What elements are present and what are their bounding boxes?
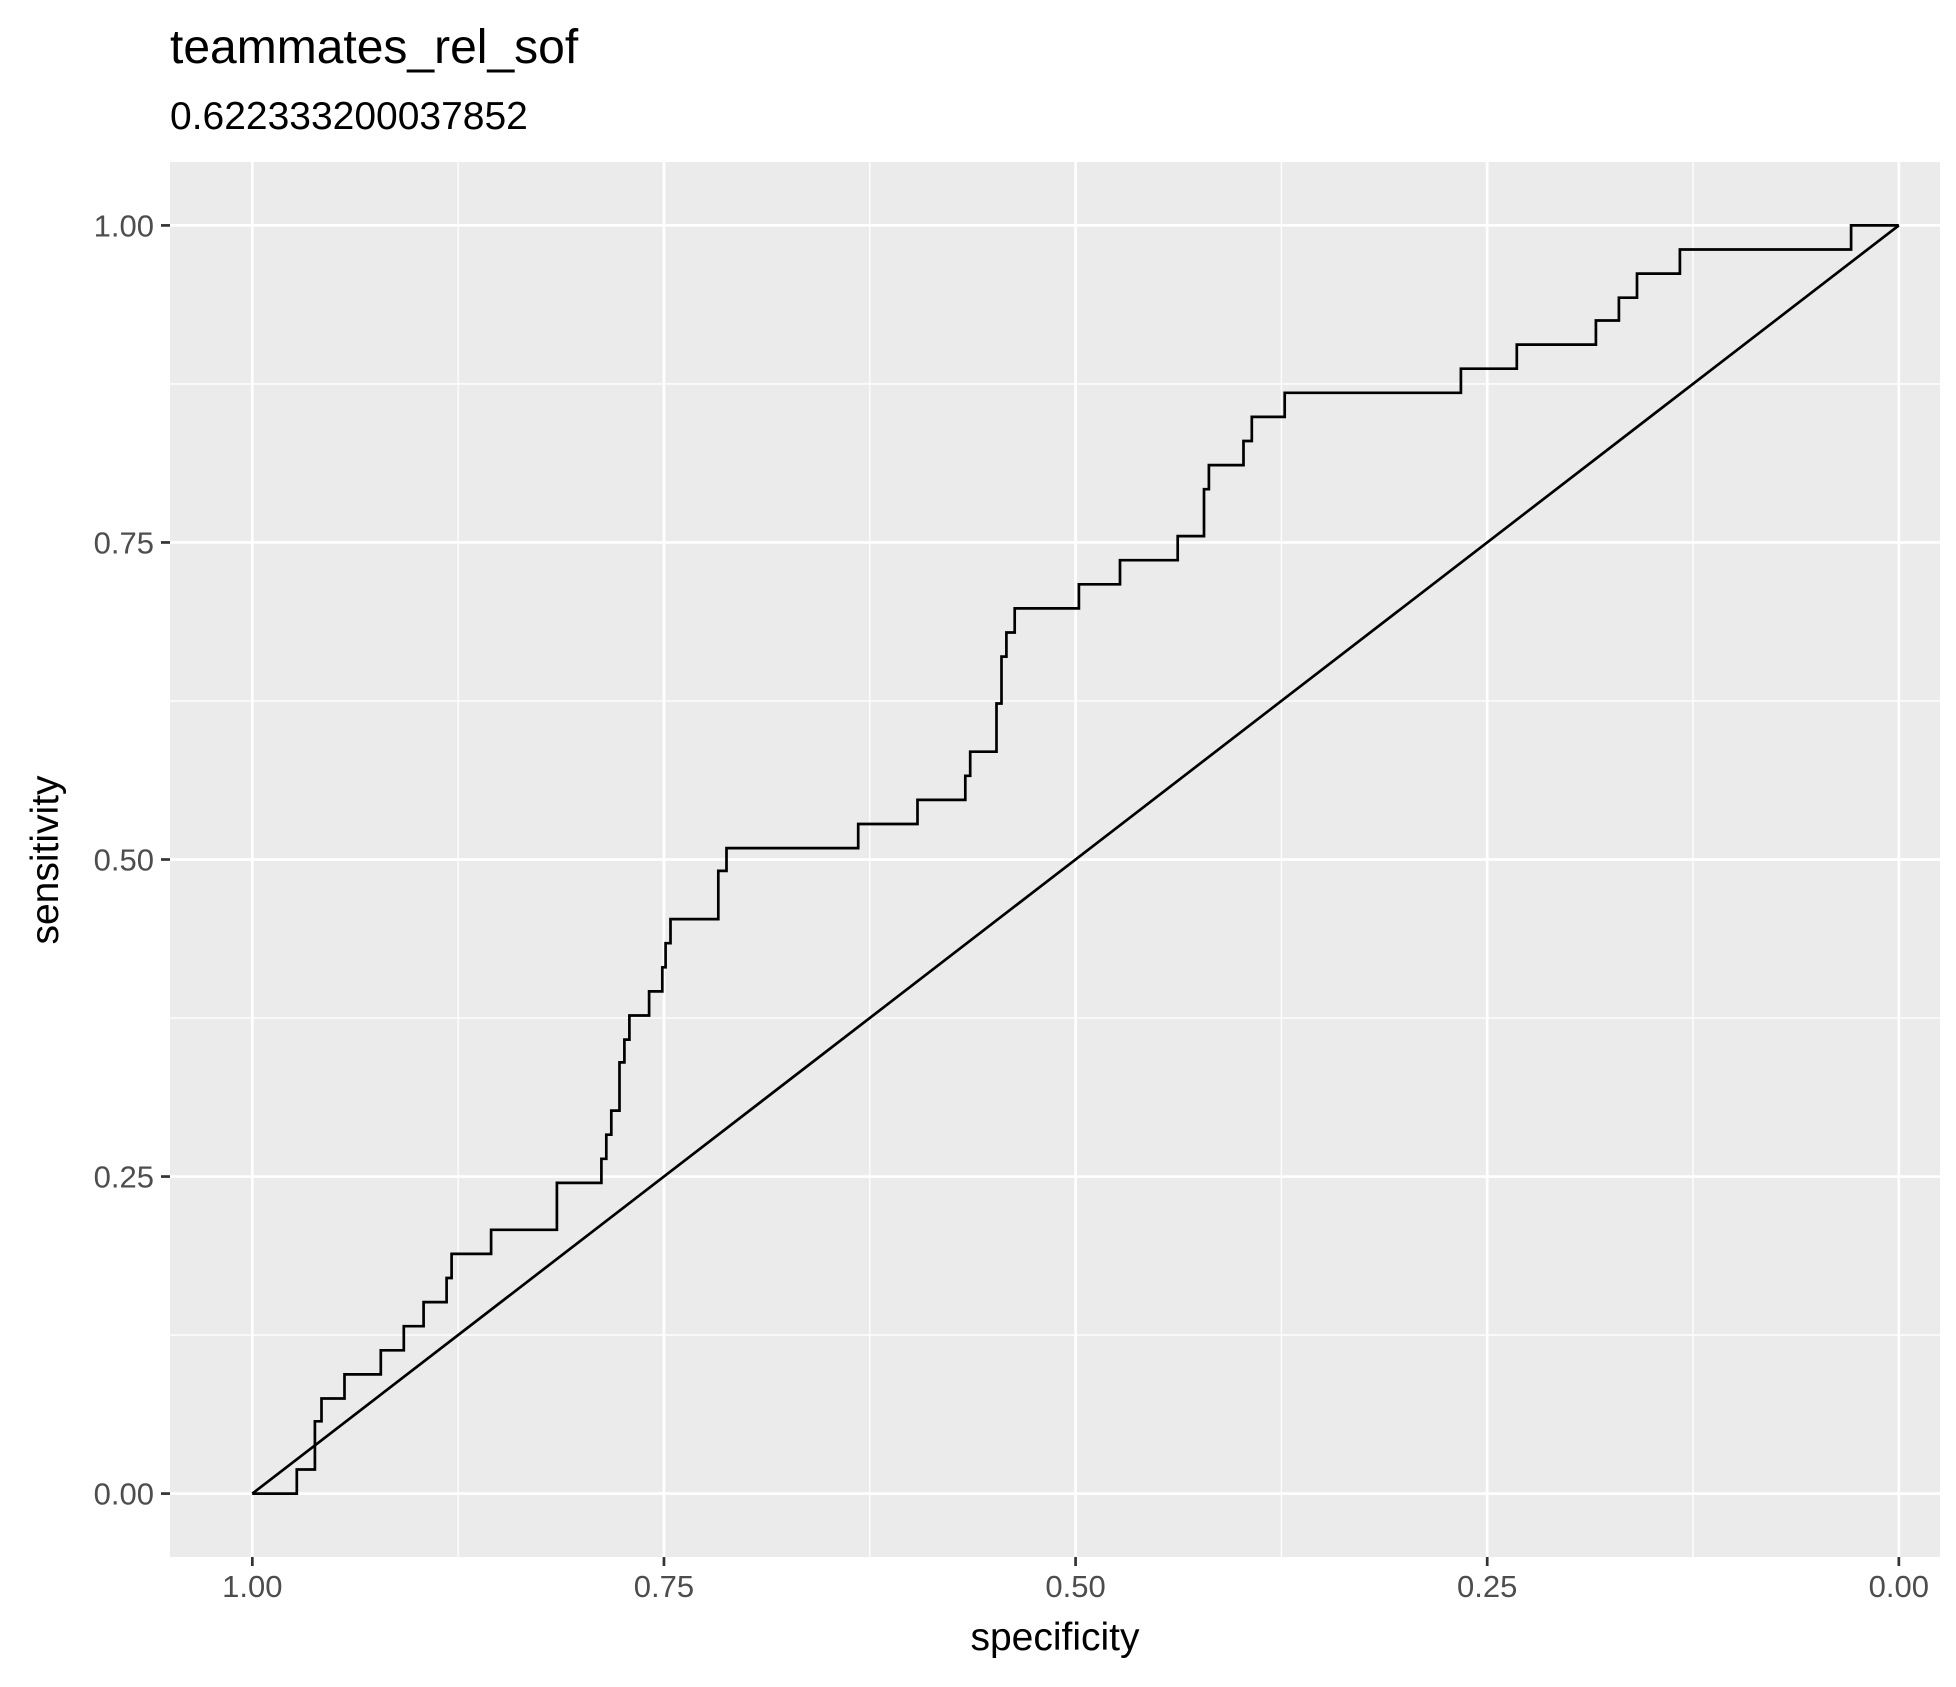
y-tick-label: 0.25 [94, 1160, 154, 1195]
chart-title: teammates_rel_sof [170, 21, 579, 74]
x-tick-label: 0.75 [634, 1569, 694, 1604]
x-tick-label: 0.00 [1869, 1569, 1929, 1604]
chart-subtitle: 0.622333200037852 [170, 95, 528, 138]
x-axis-title: specificity [970, 1616, 1140, 1659]
x-tick-label: 0.50 [1045, 1569, 1105, 1604]
y-tick-label: 0.00 [94, 1477, 154, 1512]
y-axis-title: sensitivity [24, 775, 67, 945]
roc-curve-line [252, 224, 1899, 1495]
series-layer [251, 224, 1900, 1495]
reference-diagonal-line [251, 224, 1900, 1495]
y-tick-label: 1.00 [94, 208, 154, 243]
x-tick-label: 0.25 [1457, 1569, 1517, 1604]
x-axis: 1.00 0.75 0.50 0.25 0.00 [222, 1557, 1929, 1604]
x-tick-label: 1.00 [222, 1569, 282, 1604]
y-tick-label: 0.50 [94, 843, 154, 878]
y-tick-label: 0.75 [94, 525, 154, 560]
y-axis: 0.00 0.25 0.50 0.75 1.00 [94, 208, 170, 1512]
